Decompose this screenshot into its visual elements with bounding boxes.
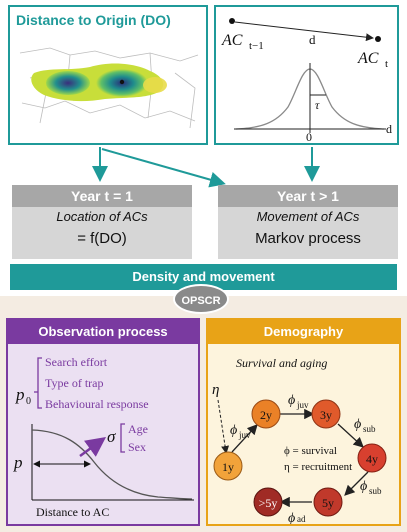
legend-recruitment: η = recruitment bbox=[284, 461, 352, 473]
p-label: p bbox=[13, 453, 23, 472]
connector-arrows bbox=[92, 147, 320, 188]
phi-sub-2: ϕ bbox=[360, 479, 367, 494]
ac-next-sub: t bbox=[385, 58, 388, 70]
phi-sub-1: ϕ bbox=[354, 417, 361, 432]
year2-sub: Movement of ACs bbox=[256, 209, 360, 224]
edge-1y-2y bbox=[231, 424, 258, 453]
x-axis-label: Distance to AC bbox=[36, 505, 109, 519]
demography-panel: Demography Survival and aging η 1y 2y 3y… bbox=[206, 318, 401, 526]
ac-next-label: AC bbox=[357, 50, 379, 67]
ac-prev-sub: t−1 bbox=[249, 40, 264, 52]
year2-head: Year t > 1 bbox=[218, 185, 398, 207]
node-3y bbox=[311, 399, 341, 429]
observation-panel: Observation process p 0 Search effort Ty… bbox=[6, 318, 200, 526]
year2-box: Year t > 1 Movement of ACs Markov proces… bbox=[218, 185, 398, 259]
observation-title: Observation process bbox=[8, 320, 198, 344]
node-5plus-label: >5y bbox=[259, 496, 278, 510]
phi-juv-1: ϕ bbox=[230, 423, 237, 438]
detection-curve bbox=[31, 429, 193, 500]
ac-arrow bbox=[234, 21, 374, 42]
legend-survival: ϕ = survival bbox=[284, 445, 337, 457]
movement-kernel-diagram: AC t−1 AC t d τ 0 d bbox=[221, 18, 392, 143]
ac-movement-panel: AC t−1 AC t d τ 0 d bbox=[214, 5, 399, 145]
arrow-do-to-year2 bbox=[101, 148, 226, 188]
age-structure-diagram: Survival and aging η 1y 2y 3y 4y 5y >5y … bbox=[212, 356, 387, 524]
origin-point bbox=[119, 79, 125, 85]
phi-juv-2-sub: juv bbox=[296, 400, 309, 410]
phi-ad-sub: ad bbox=[297, 514, 306, 524]
node-4y-label: 4y bbox=[366, 452, 378, 466]
node-5plus bbox=[253, 487, 283, 517]
node-5y-label: 5y bbox=[322, 496, 334, 510]
phi-sub-1-sub: sub bbox=[363, 424, 376, 434]
hotspot-edge bbox=[143, 77, 167, 93]
year1-box: Year t = 1 Location of ACs = f(DO) bbox=[12, 185, 192, 259]
density-map bbox=[19, 47, 199, 129]
opscr-badge: OPSCR bbox=[173, 284, 229, 314]
phi-juv-2: ϕ bbox=[288, 393, 295, 408]
ac-next-point bbox=[375, 36, 381, 42]
edge-4y-5y bbox=[344, 471, 369, 496]
p0-item-1: Search effort bbox=[45, 355, 108, 369]
node-4y bbox=[357, 443, 387, 473]
phi-juv-1-sub: juv bbox=[238, 430, 251, 440]
d-label: d bbox=[309, 32, 316, 47]
node-1y-label: 1y bbox=[222, 460, 234, 474]
sigma-item-1: Age bbox=[128, 422, 148, 436]
hotspot-west bbox=[46, 71, 90, 95]
do-title: Distance to Origin (DO) bbox=[16, 12, 171, 28]
year2-eq: Markov process bbox=[255, 230, 361, 247]
sigma-bracket bbox=[120, 423, 125, 453]
phi-ad: ϕ bbox=[288, 511, 295, 524]
phi-sub-2-sub: sub bbox=[369, 486, 382, 496]
node-1y bbox=[213, 451, 243, 481]
p0-sub: 0 bbox=[26, 396, 31, 407]
recruitment-arrow bbox=[217, 399, 230, 454]
sigma-label: σ bbox=[107, 427, 116, 446]
p0-label: p bbox=[15, 385, 25, 404]
node-2y-label: 2y bbox=[260, 408, 272, 422]
year1-eq: = f(DO) bbox=[77, 230, 127, 247]
node-5y bbox=[313, 487, 343, 517]
p0-item-2: Type of trap bbox=[45, 376, 103, 390]
year1-sub: Location of ACs bbox=[56, 209, 148, 224]
demography-subtitle: Survival and aging bbox=[236, 356, 327, 370]
year1-head: Year t = 1 bbox=[12, 185, 192, 207]
demography-title: Demography bbox=[208, 320, 399, 344]
sigma-item-2: Sex bbox=[128, 440, 146, 454]
d-axis-label: d bbox=[386, 122, 392, 136]
node-3y-label: 3y bbox=[320, 408, 332, 422]
zero-label: 0 bbox=[306, 130, 312, 143]
p0-bracket bbox=[37, 357, 42, 409]
node-2y bbox=[251, 399, 281, 429]
edge-3y-4y bbox=[337, 423, 364, 448]
sigma-arrow bbox=[79, 437, 107, 458]
ac-prev-label: AC bbox=[221, 32, 243, 49]
p0-item-3: Behavioural response bbox=[45, 397, 149, 411]
ac-prev-point bbox=[229, 18, 235, 24]
tau-label: τ bbox=[315, 98, 320, 112]
eta-label: η bbox=[212, 382, 219, 398]
detection-function-plot: p 0 Search effort Type of trap Behaviour… bbox=[13, 355, 194, 519]
distance-to-origin-panel: Distance to Origin (DO) bbox=[8, 5, 208, 145]
